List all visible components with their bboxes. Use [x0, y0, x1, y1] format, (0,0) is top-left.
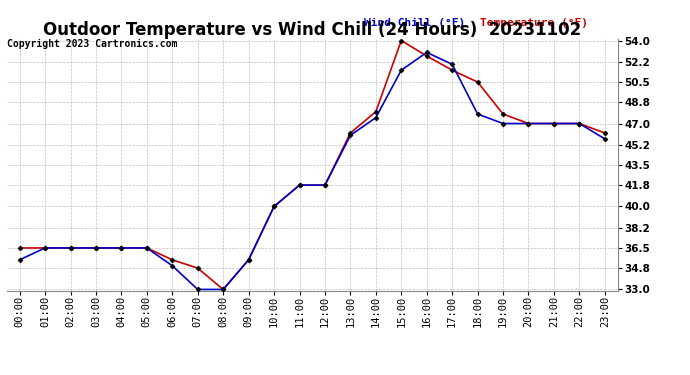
Text: Temperature (°F): Temperature (°F) [480, 18, 588, 27]
Text: Copyright 2023 Cartronics.com: Copyright 2023 Cartronics.com [7, 39, 177, 50]
Title: Outdoor Temperature vs Wind Chill (24 Hours)  20231102: Outdoor Temperature vs Wind Chill (24 Ho… [43, 21, 582, 39]
Text: Wind Chill (°F): Wind Chill (°F) [364, 18, 465, 27]
